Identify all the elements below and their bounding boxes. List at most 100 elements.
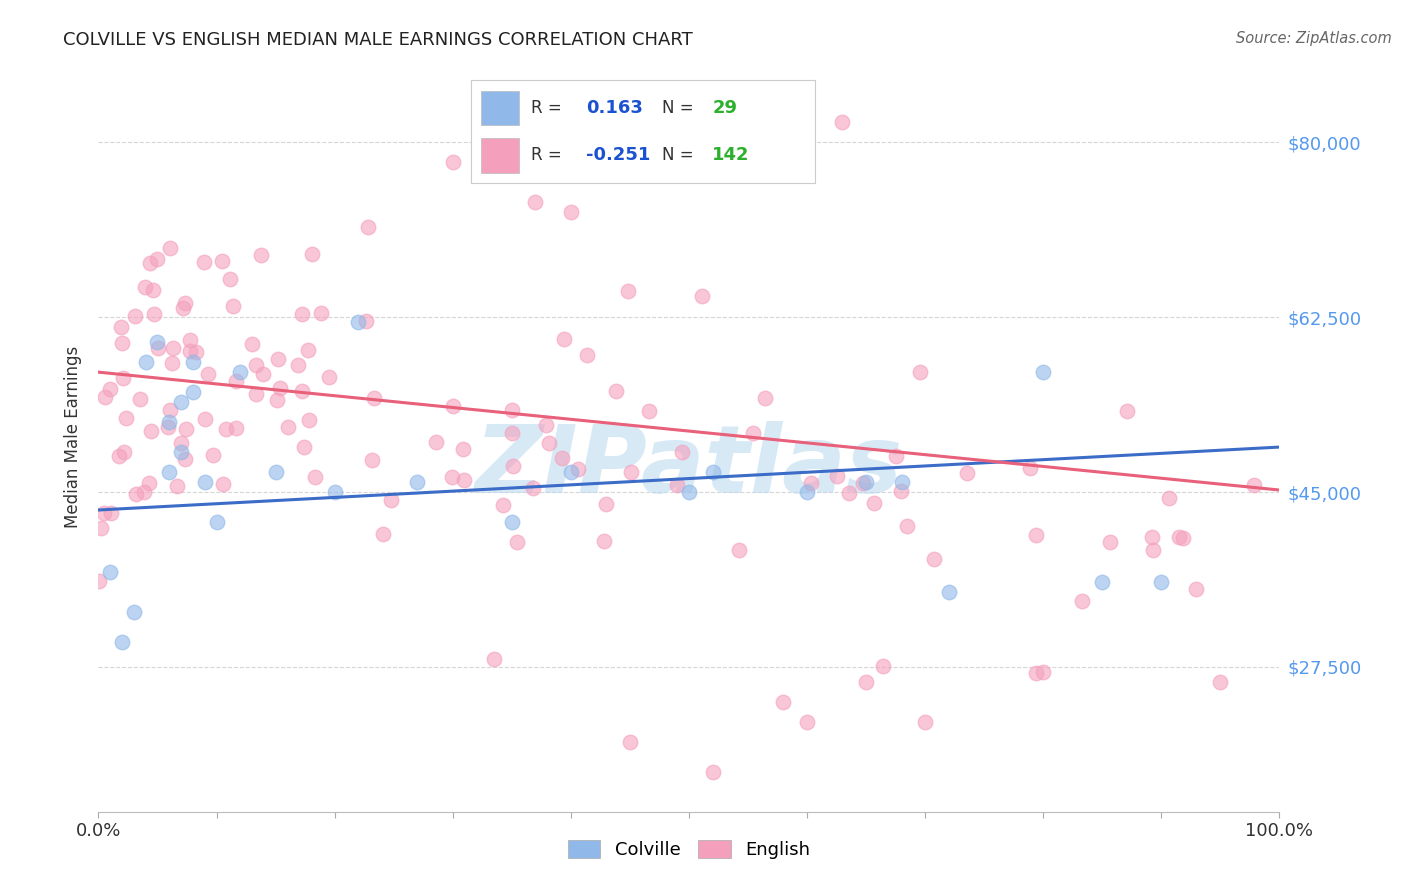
Point bbox=[304, 470, 326, 484]
Point bbox=[914, 714, 936, 729]
Point bbox=[363, 391, 385, 405]
Point bbox=[298, 413, 321, 427]
Point bbox=[111, 635, 134, 649]
Point bbox=[194, 475, 217, 489]
Y-axis label: Median Male Earnings: Median Male Earnings bbox=[65, 346, 83, 528]
Point bbox=[560, 465, 582, 479]
Point bbox=[637, 404, 659, 418]
Point bbox=[619, 465, 641, 479]
Point bbox=[441, 470, 464, 484]
Point bbox=[1173, 531, 1195, 545]
Point bbox=[1150, 574, 1173, 589]
Point bbox=[172, 301, 194, 316]
Point bbox=[169, 436, 191, 450]
Point bbox=[796, 485, 818, 500]
Point bbox=[267, 352, 290, 367]
Point bbox=[347, 315, 370, 329]
Point bbox=[908, 365, 931, 379]
FancyBboxPatch shape bbox=[481, 91, 519, 126]
Point bbox=[357, 220, 380, 235]
Point bbox=[93, 507, 115, 521]
Point bbox=[245, 386, 267, 401]
Point bbox=[831, 115, 853, 129]
FancyBboxPatch shape bbox=[481, 137, 519, 173]
Point bbox=[90, 521, 112, 535]
Point bbox=[1019, 461, 1042, 475]
Point bbox=[666, 478, 689, 492]
Point bbox=[538, 436, 561, 450]
Point bbox=[371, 527, 394, 541]
Point bbox=[179, 343, 201, 358]
Point bbox=[406, 475, 429, 489]
Point bbox=[94, 390, 117, 404]
Text: Source: ZipAtlas.com: Source: ZipAtlas.com bbox=[1236, 31, 1392, 46]
Point bbox=[884, 449, 907, 463]
Point bbox=[441, 399, 464, 413]
Point bbox=[502, 459, 524, 474]
Point bbox=[212, 477, 235, 491]
Point bbox=[124, 309, 146, 323]
Point bbox=[890, 484, 912, 499]
Point bbox=[492, 498, 515, 512]
Point bbox=[89, 574, 111, 588]
Point bbox=[211, 254, 233, 268]
Point bbox=[742, 425, 765, 440]
Point bbox=[1091, 574, 1114, 589]
Point bbox=[181, 355, 204, 369]
Text: 29: 29 bbox=[713, 99, 737, 117]
Point bbox=[501, 426, 523, 441]
Point bbox=[174, 451, 197, 466]
Point bbox=[134, 280, 156, 294]
Text: N =: N = bbox=[662, 146, 699, 164]
Point bbox=[181, 385, 204, 400]
Point bbox=[132, 485, 155, 500]
Point bbox=[890, 475, 912, 489]
Point bbox=[453, 473, 475, 487]
Text: -0.251: -0.251 bbox=[586, 146, 651, 164]
Point bbox=[1025, 527, 1047, 541]
Point bbox=[157, 419, 180, 434]
Text: COLVILLE VS ENGLISH MEDIAN MALE EARNINGS CORRELATION CHART: COLVILLE VS ENGLISH MEDIAN MALE EARNINGS… bbox=[63, 31, 693, 49]
Point bbox=[855, 674, 877, 689]
Point bbox=[115, 411, 138, 425]
Point bbox=[142, 307, 165, 321]
Point bbox=[1071, 594, 1094, 608]
Point bbox=[170, 395, 193, 409]
Point bbox=[193, 255, 215, 269]
Point bbox=[560, 205, 582, 219]
Point bbox=[728, 543, 751, 558]
Point bbox=[107, 449, 129, 463]
Text: 142: 142 bbox=[713, 146, 749, 164]
Point bbox=[922, 552, 945, 566]
Point bbox=[1209, 674, 1232, 689]
Point bbox=[484, 652, 506, 666]
Point bbox=[605, 384, 627, 399]
Point bbox=[112, 445, 135, 459]
Point bbox=[225, 374, 247, 388]
Point bbox=[595, 497, 617, 511]
Point bbox=[202, 448, 225, 462]
Point bbox=[157, 465, 180, 479]
Legend: Colville, English: Colville, English bbox=[561, 832, 817, 866]
Point bbox=[551, 451, 574, 466]
Point bbox=[111, 371, 134, 385]
Point bbox=[863, 495, 886, 509]
Point bbox=[522, 481, 544, 495]
Point bbox=[252, 367, 274, 381]
Point bbox=[159, 403, 181, 417]
Point bbox=[138, 256, 160, 270]
Text: N =: N = bbox=[662, 99, 699, 117]
Point bbox=[277, 420, 299, 434]
Text: R =: R = bbox=[531, 146, 567, 164]
Point bbox=[453, 442, 475, 456]
Point bbox=[291, 307, 314, 321]
Point bbox=[361, 453, 384, 467]
Point bbox=[1140, 530, 1163, 544]
Point bbox=[159, 241, 181, 255]
Point bbox=[292, 440, 315, 454]
Point bbox=[536, 417, 558, 432]
Point bbox=[205, 515, 228, 529]
Point bbox=[799, 475, 821, 490]
Point bbox=[110, 320, 132, 334]
Point bbox=[1115, 403, 1137, 417]
